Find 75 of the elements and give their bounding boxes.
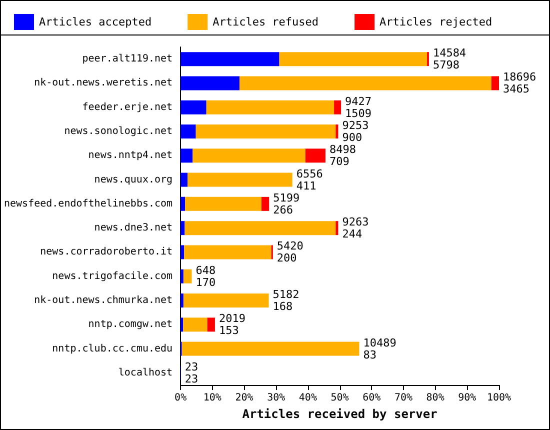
x-tick-label: 80% [426, 392, 444, 404]
annotation: 9427 1509 [345, 94, 372, 120]
annotation: 10489 83 [363, 336, 396, 362]
bar [207, 318, 215, 332]
bar [188, 172, 292, 187]
annotation: 648 170 [196, 264, 216, 289]
bar [180, 294, 184, 308]
y-tick-label: nk-out.news.chmurka.net [34, 295, 173, 306]
bar [184, 245, 272, 260]
bar [239, 76, 492, 90]
bar [279, 52, 428, 66]
y-tick-label: nk-out.news.weretis.net [34, 78, 173, 89]
annotation: 5420 200 [276, 240, 304, 265]
annotation: 2019 153 [218, 312, 246, 338]
bar [336, 221, 338, 236]
annotation: 18696 3465 [503, 70, 536, 96]
bar [192, 148, 306, 163]
bar [491, 76, 499, 90]
y-tick-label: nntp.club.cc.cmu.edu [52, 343, 173, 354]
bar [180, 221, 185, 236]
bar [196, 124, 336, 138]
bar [180, 172, 188, 187]
bar [183, 318, 208, 332]
x-tick-label: 90% [458, 392, 476, 404]
bar [180, 124, 196, 138]
bar [185, 196, 262, 211]
x-tick-label: 50% [330, 392, 349, 404]
bar [336, 124, 338, 138]
x-tick-label: 0% [174, 392, 187, 404]
x-axis-title: Articles received by server [242, 406, 438, 421]
y-tick-label: news.corradoroberto.it [40, 246, 173, 258]
annotation: 5199 266 [273, 191, 300, 216]
annotation: 23 23 [184, 360, 198, 386]
bar [180, 196, 186, 211]
y-tick-label: peer.alt119.net [82, 54, 173, 65]
annotation: 9263 244 [342, 216, 369, 241]
bar [180, 245, 184, 260]
y-tick-label: news.sonologic.net [64, 126, 173, 137]
y-tick-label: news.quux.org [94, 174, 173, 186]
annotation: 8498 709 [329, 143, 356, 168]
bar [305, 148, 326, 163]
bar [334, 100, 342, 114]
legend-label: Articles refused [212, 16, 319, 28]
annotation: 5182 168 [272, 288, 300, 313]
bar [180, 100, 206, 114]
legend-label: Articles rejected [380, 16, 492, 28]
y-tick-label: newsfeed.endofthelinebbs.com [4, 198, 173, 210]
bar [183, 294, 269, 308]
annotation: 14584 5798 [432, 46, 466, 72]
y-tick-label: localhost [118, 367, 173, 378]
annotation: 9253 900 [342, 119, 369, 144]
x-tick-label: 10% [203, 392, 222, 404]
x-tick-label: 20% [235, 392, 254, 404]
bar [180, 52, 280, 66]
bar [180, 269, 184, 284]
bar [261, 196, 270, 211]
x-tick-label: 70% [394, 392, 413, 404]
x-tick-label: 30% [267, 392, 286, 404]
annotation: 6556 411 [296, 167, 323, 192]
x-tick-label: 40% [298, 392, 317, 404]
bar [180, 76, 240, 90]
legend-label: Articles accepted [39, 16, 152, 28]
y-tick-label: news.dne3.net [94, 222, 173, 234]
y-tick-label: news.trigofacile.com [52, 270, 173, 282]
y-tick-label: nntp.comgw.net [88, 319, 173, 330]
bar [180, 148, 193, 163]
x-tick-label: 60% [362, 392, 381, 404]
bar [180, 318, 184, 332]
bar [206, 100, 334, 114]
y-tick-label: feeder.erje.net [82, 102, 173, 113]
x-tick-label: 100% [486, 392, 512, 404]
y-tick-label: news.nntp4.net [88, 150, 173, 162]
bar [184, 221, 336, 236]
bar [183, 269, 192, 284]
bar [182, 342, 360, 356]
